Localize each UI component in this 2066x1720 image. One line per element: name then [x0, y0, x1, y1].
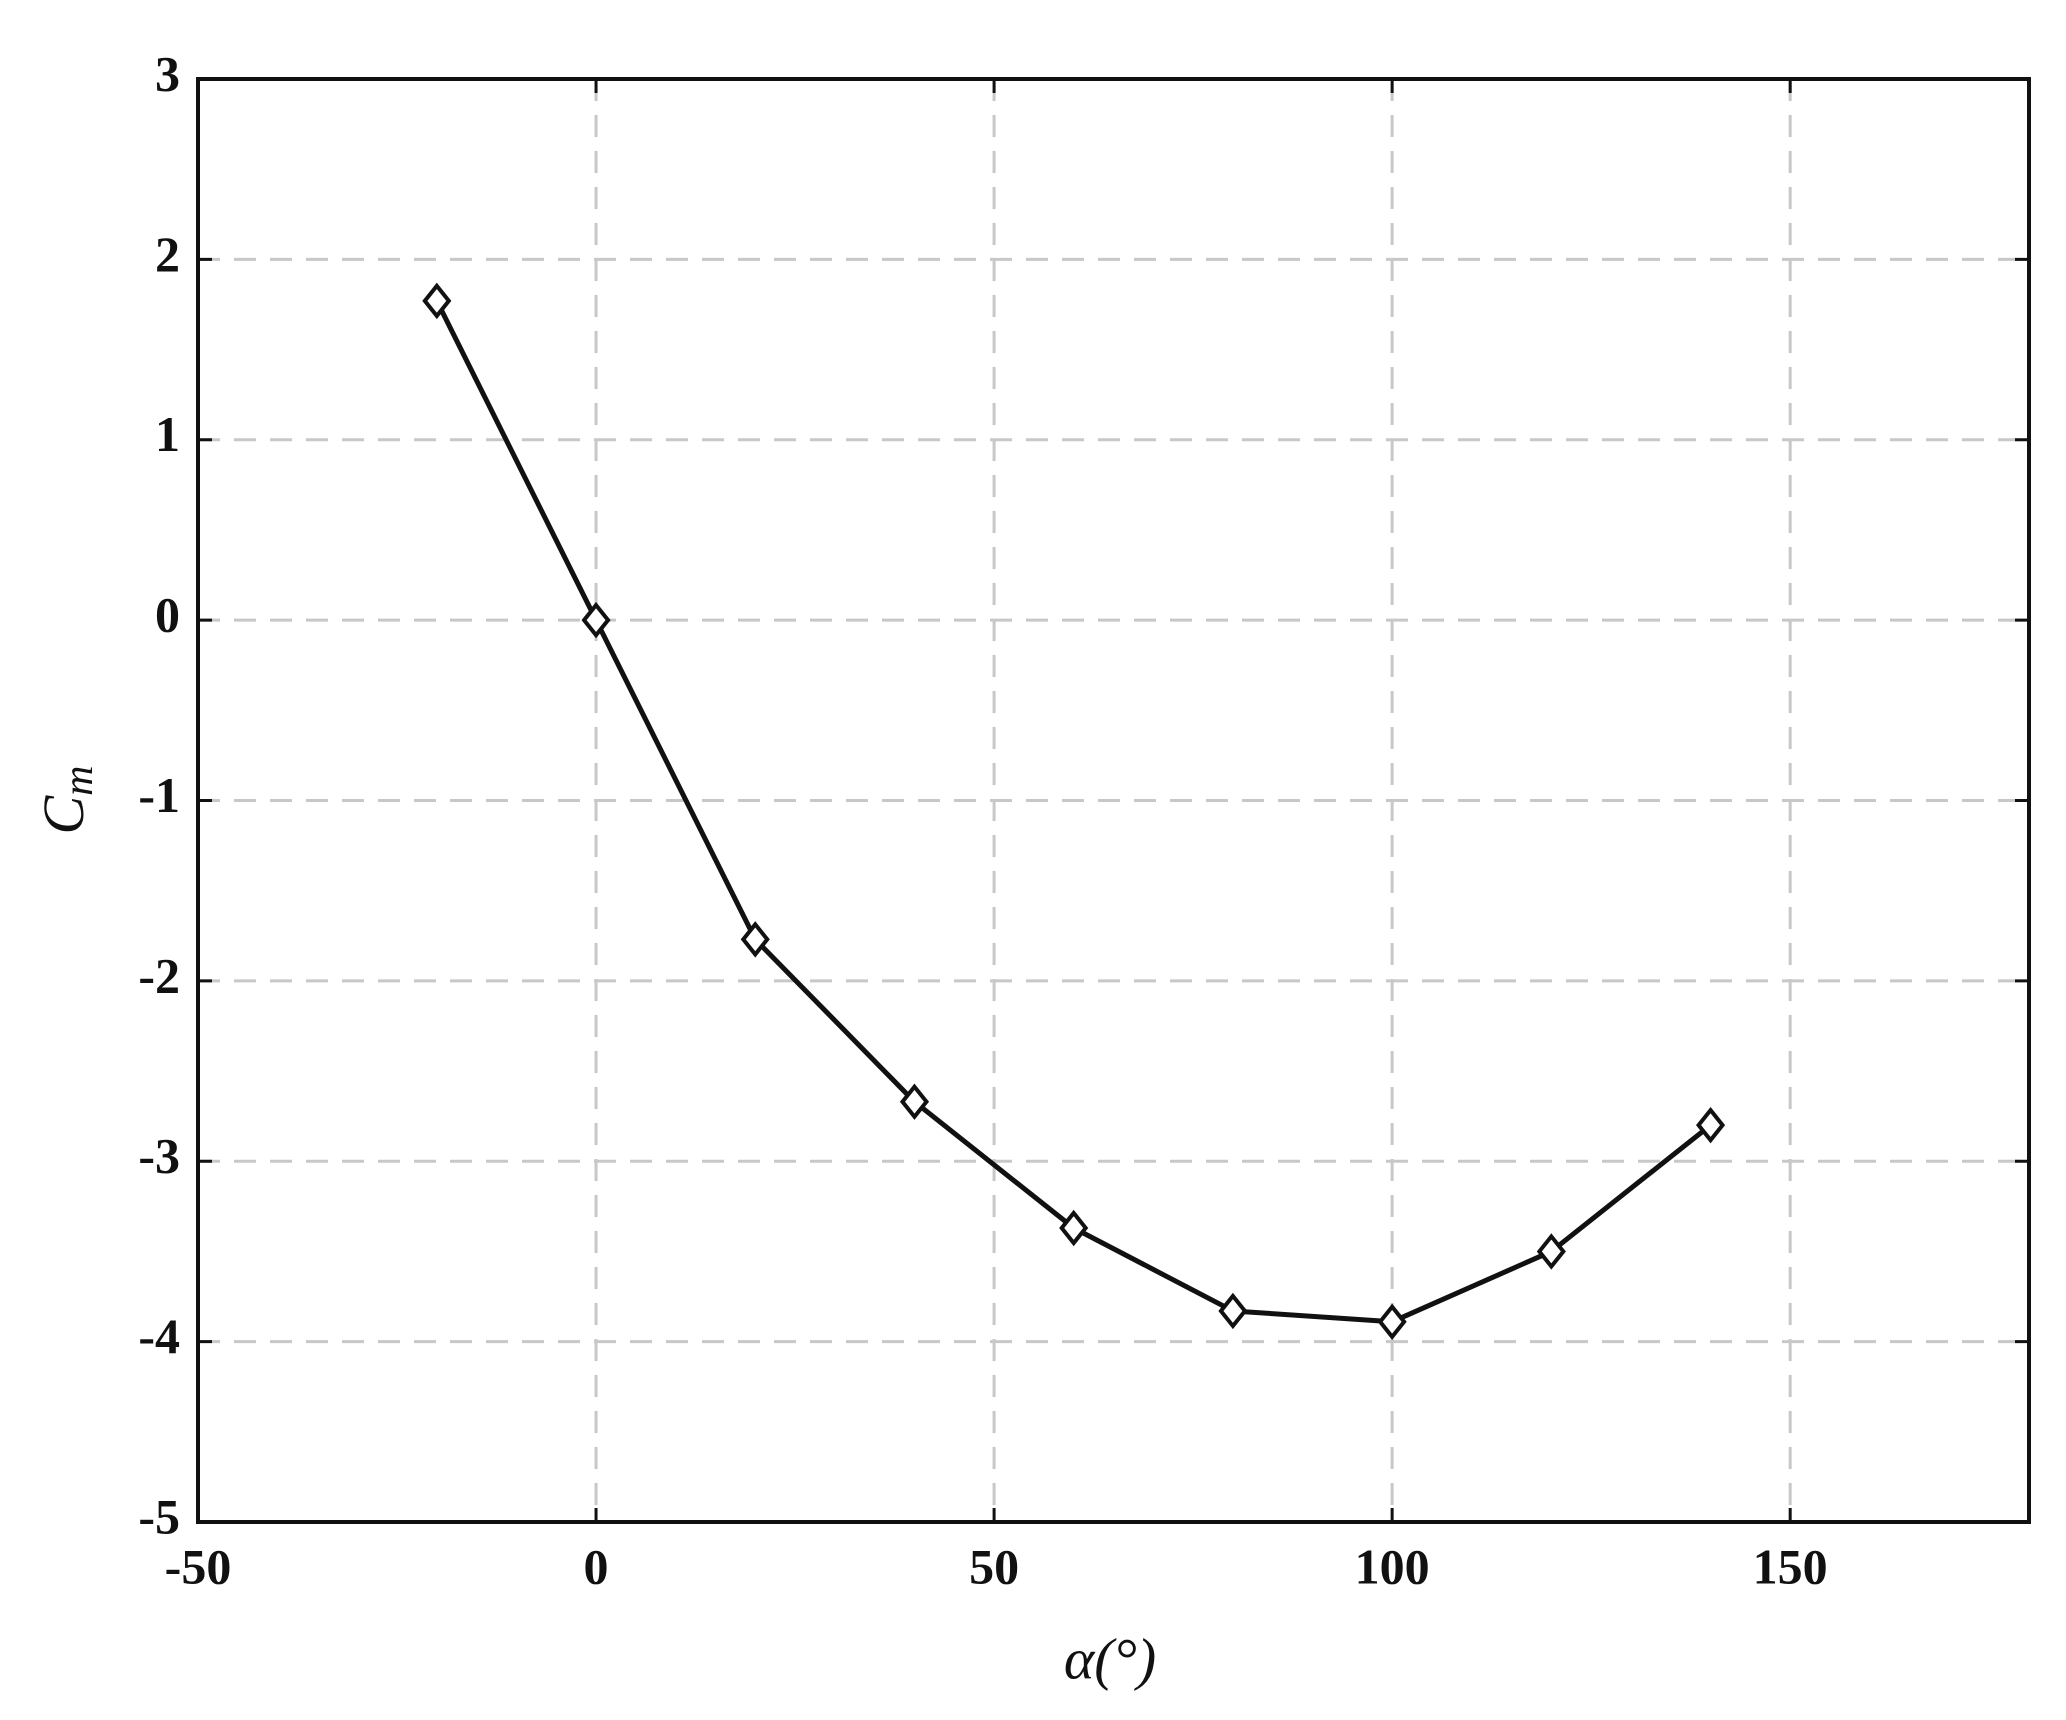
x-tick-label: -50 — [165, 1538, 232, 1594]
y-axis-label-main: C — [31, 795, 96, 835]
y-axis-label: Cm — [31, 765, 101, 834]
y-tick-label: -5 — [138, 1488, 180, 1544]
y-tick-label: 1 — [155, 406, 180, 462]
plot-frame — [196, 77, 2031, 1524]
data-point — [899, 1083, 930, 1120]
data-point — [1536, 1233, 1566, 1270]
x-tick-label: 50 — [969, 1538, 1019, 1594]
x-axis-label: α(°) — [1064, 1626, 1156, 1691]
y-tick-label: -1 — [138, 767, 180, 823]
data-point — [1377, 1303, 1407, 1340]
y-tick-label: 2 — [155, 226, 180, 282]
data-point — [422, 282, 452, 320]
y-tick-label: -4 — [138, 1308, 180, 1364]
data-point — [1218, 1292, 1248, 1330]
y-tick-label: 3 — [155, 45, 180, 101]
data-point — [1696, 1106, 1726, 1144]
y-tick-label: -2 — [138, 947, 180, 1003]
data-point — [1059, 1209, 1089, 1247]
x-tick-label: 100 — [1355, 1538, 1430, 1594]
x-tick-label: 0 — [584, 1538, 609, 1594]
data-point — [581, 601, 611, 639]
y-axis-label-sub: m — [56, 765, 102, 795]
data-point — [740, 921, 770, 958]
y-tick-label: -3 — [138, 1128, 180, 1184]
x-tick-label: 150 — [1753, 1538, 1828, 1594]
data-line — [434, 299, 1713, 1325]
y-tick-label: 0 — [155, 587, 180, 643]
